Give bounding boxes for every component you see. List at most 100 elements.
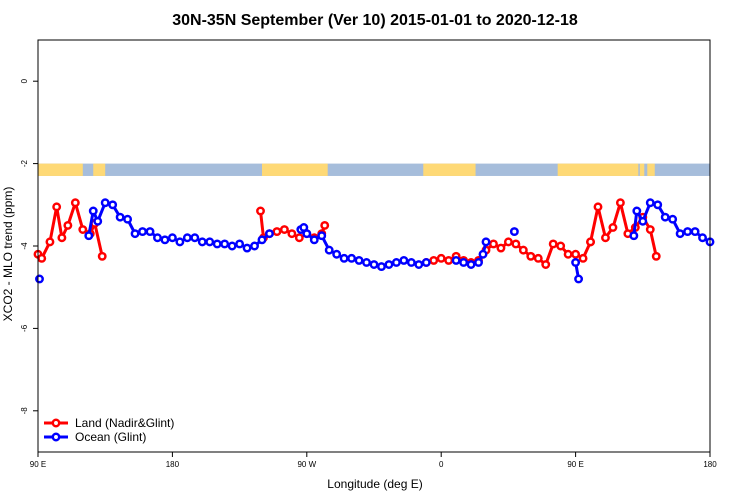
data-point bbox=[578, 253, 588, 263]
data-point bbox=[160, 235, 170, 245]
data-point bbox=[533, 253, 543, 263]
data-point bbox=[632, 206, 642, 216]
data-point bbox=[629, 231, 639, 241]
data-point bbox=[279, 225, 289, 234]
data-point bbox=[257, 235, 267, 245]
data-point bbox=[645, 198, 655, 208]
data-point bbox=[509, 227, 519, 237]
legend-marker bbox=[51, 432, 61, 442]
data-point bbox=[474, 258, 483, 267]
data-point bbox=[399, 255, 409, 265]
ocean-band bbox=[38, 163, 710, 176]
data-point bbox=[88, 206, 98, 216]
data-point bbox=[45, 237, 55, 247]
data-point bbox=[332, 249, 342, 259]
data-point bbox=[70, 198, 80, 208]
data-point bbox=[302, 229, 312, 239]
data-point bbox=[57, 233, 67, 243]
data-point bbox=[320, 220, 330, 230]
data-point bbox=[586, 237, 595, 247]
data-point bbox=[93, 216, 103, 226]
data-point bbox=[242, 243, 252, 253]
y-tick-label: 0 bbox=[20, 78, 29, 83]
data-point bbox=[414, 260, 424, 269]
data-point bbox=[601, 233, 610, 243]
data-point bbox=[548, 239, 558, 249]
data-point bbox=[571, 258, 581, 267]
legend-label: Ocean (Glint) bbox=[75, 430, 146, 444]
data-point bbox=[97, 251, 107, 261]
data-point bbox=[526, 251, 536, 261]
data-point bbox=[100, 198, 110, 208]
data-point bbox=[406, 258, 416, 267]
y-axis-label: XCO2 - MLO trend (ppm) bbox=[1, 187, 15, 322]
data-point bbox=[250, 241, 259, 251]
data-point bbox=[265, 229, 274, 239]
series-ocean bbox=[35, 198, 715, 284]
legend: Land (Nadir&Glint)Ocean (Glint) bbox=[44, 416, 174, 444]
data-point bbox=[138, 227, 147, 237]
data-point bbox=[429, 255, 439, 265]
data-point bbox=[459, 258, 469, 267]
land-band bbox=[262, 163, 328, 176]
data-point bbox=[354, 255, 364, 265]
land-band bbox=[423, 163, 476, 176]
data-point bbox=[563, 249, 573, 259]
data-point bbox=[197, 237, 207, 247]
data-point bbox=[451, 255, 461, 265]
data-point bbox=[78, 225, 88, 234]
x-axis: 90 E 180 90 W 0 90 E 180 bbox=[30, 452, 717, 469]
data-point bbox=[638, 216, 648, 226]
data-point bbox=[574, 274, 584, 284]
data-point bbox=[362, 258, 371, 267]
data-point bbox=[675, 229, 685, 239]
data-point bbox=[660, 212, 670, 222]
data-point bbox=[130, 229, 140, 239]
data-point bbox=[615, 198, 625, 208]
data-point bbox=[503, 237, 513, 247]
data-point bbox=[436, 253, 446, 263]
data-point bbox=[153, 233, 162, 243]
x-tick-label: 90 W bbox=[297, 460, 316, 469]
data-point bbox=[668, 214, 678, 224]
data-point bbox=[145, 227, 155, 237]
data-point bbox=[478, 249, 488, 259]
data-point bbox=[645, 225, 655, 234]
data-point bbox=[444, 255, 454, 265]
x-tick-label: 180 bbox=[703, 460, 717, 469]
data-point bbox=[167, 233, 177, 243]
y-tick-label: -4 bbox=[20, 242, 29, 250]
data-point bbox=[489, 239, 498, 249]
x-tick-label: 90 E bbox=[30, 460, 46, 469]
chart-title: 30N-35N September (Ver 10) 2015-01-01 to… bbox=[172, 12, 578, 29]
data-point bbox=[466, 260, 476, 269]
data-point bbox=[556, 241, 566, 251]
data-point bbox=[309, 235, 319, 245]
data-point bbox=[190, 233, 200, 243]
y-tick-label: -8 bbox=[20, 407, 29, 415]
data-point bbox=[287, 229, 297, 239]
land-band bbox=[38, 163, 83, 176]
data-point bbox=[175, 237, 185, 247]
y-axis: 0 -2 -4 -6 -8 bbox=[20, 78, 38, 414]
land-band bbox=[557, 163, 639, 176]
data-point bbox=[511, 239, 521, 249]
data-point bbox=[369, 260, 379, 269]
data-point bbox=[571, 249, 581, 259]
data-point bbox=[294, 233, 304, 243]
x-tick-label: 90 E bbox=[567, 460, 583, 469]
data-point bbox=[123, 214, 133, 224]
x-tick-label: 180 bbox=[166, 460, 180, 469]
data-point bbox=[651, 251, 661, 261]
data-point bbox=[220, 239, 230, 249]
data-point bbox=[377, 262, 386, 272]
land-band bbox=[647, 163, 655, 176]
data-point bbox=[256, 206, 265, 216]
data-point bbox=[108, 200, 118, 210]
data-point bbox=[37, 253, 47, 263]
data-point bbox=[653, 200, 663, 210]
y-tick-label: -6 bbox=[20, 324, 29, 332]
data-point bbox=[421, 258, 431, 267]
data-point bbox=[391, 258, 401, 267]
y-tick-label: -2 bbox=[20, 159, 29, 167]
